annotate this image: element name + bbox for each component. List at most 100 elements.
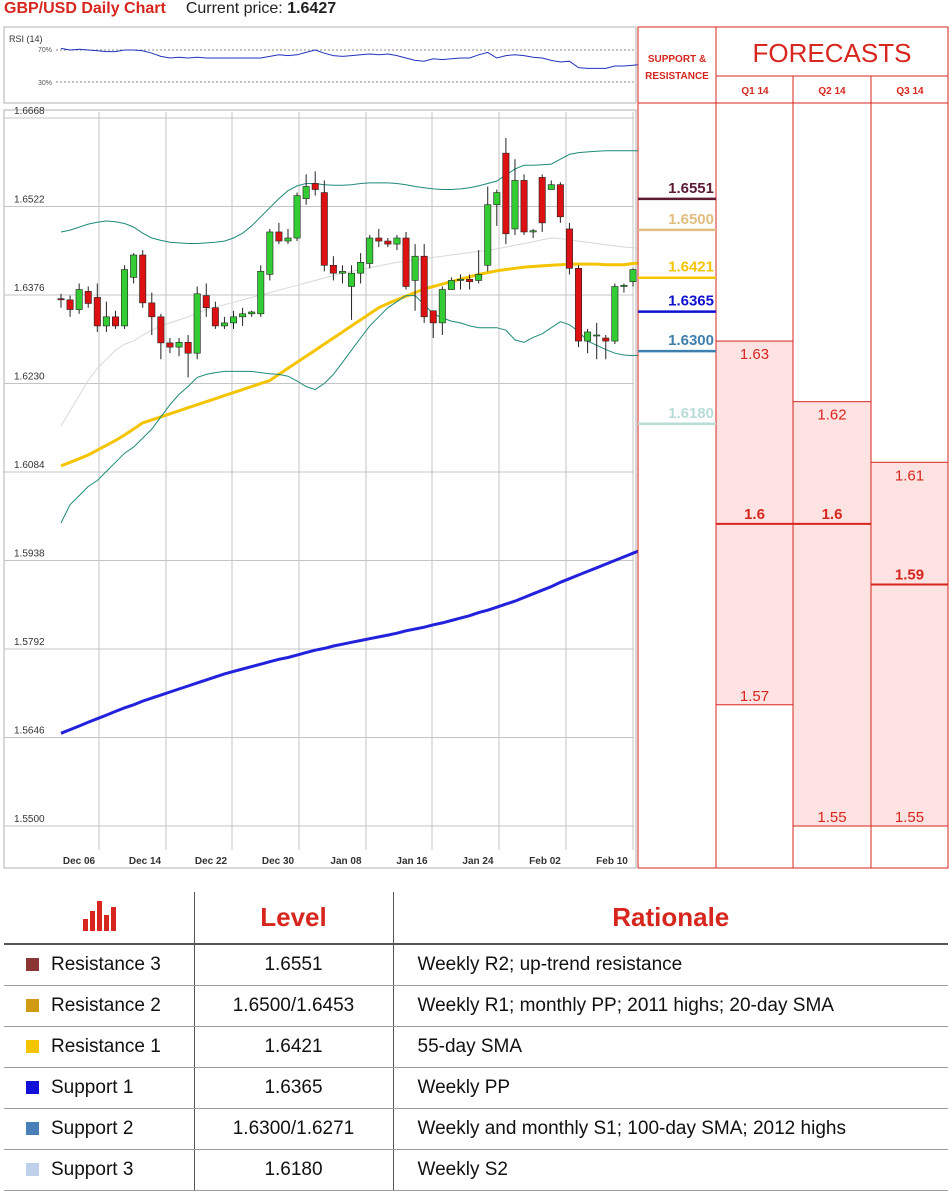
candle-body [520,180,528,233]
candle-body [75,289,83,310]
current-price: Current price: 1.6427 [186,0,336,18]
candle-body [311,183,319,190]
level-swatch-icon [26,1121,39,1135]
level-swatch-icon [26,1080,39,1094]
level-rationale: 55-day SMA [393,1026,948,1068]
candle-body [366,237,374,264]
candle-body [602,337,610,342]
level-name-cell: Resistance 3 [4,944,195,986]
candle-body [457,278,464,281]
forecast-mid-label: 1.6 [744,506,765,523]
chart-title: GBP/USD Daily Chart [4,0,166,17]
x-tick-label: Jan 24 [462,856,494,867]
candle-body [375,237,383,242]
chart-area: RSI (14) 70% 30% 1.6668 1.6522 1.6376 1.623… [3,26,949,869]
candle-body [547,184,555,190]
candle-body [284,237,292,242]
rsi-label: RSI (14) [9,34,43,44]
candle-body [175,341,183,348]
chart-title-bar: GBP/USD Daily Chart Current price: 1.642… [4,0,336,24]
level-value: 1.6300/1.6271 [194,1108,394,1150]
level-name-cell: Resistance 1 [4,1026,195,1068]
level-swatch-icon [26,1162,39,1176]
candle-body [420,255,428,318]
candle-body [102,316,110,327]
candle-body [393,237,401,245]
level-name-cell: Resistance 2 [4,985,195,1027]
levels-table-row: Resistance 1 1.6421 55-day SMA [4,1026,948,1068]
series-line-55-day-sma [60,261,643,468]
y-tick-label: 1.5792 [14,637,45,648]
y-tick-label: 1.5938 [14,549,45,560]
candle-body [157,316,165,344]
level-rationale: Weekly PP [393,1067,948,1109]
level-rationale: Weekly and monthly S1; 100-day SMA; 2012… [393,1108,948,1150]
candle-body [139,254,147,304]
candle-body [502,152,510,235]
levels-table-header: Level Rationale [4,892,948,945]
candle-body [575,268,583,342]
candle-body [302,186,310,199]
candle-body [348,272,356,287]
levels-table-row: Support 2 1.6300/1.6271 Weekly and monthly… [4,1108,948,1150]
forecast-low-label: 1.57 [740,688,769,705]
column-rationale: Rationale [393,892,948,945]
rsi-panel [3,26,637,104]
y-tick-label: 1.6084 [14,460,45,471]
forecast-range-2 [792,401,872,827]
candle-body [266,231,274,275]
level-name-cell: Support 2 [4,1108,195,1150]
level-value: 1.6500/1.6453 [194,985,394,1027]
candle-body [466,278,474,282]
levels-table-row: Support 3 1.6180 Weekly S2 [4,1149,948,1191]
candle-body [220,322,228,327]
bar-chart-logo-icon [82,901,116,931]
series-line-200-day-sma [60,548,643,735]
q2-label: Q2 14 [818,86,846,97]
candle-body [556,184,564,218]
candle-body [593,334,601,337]
x-tick-label: Jan 08 [330,856,362,867]
level-name: Resistance 1 [51,1035,161,1057]
sr-level-label: 1.6300 [668,332,714,349]
candle-body [130,254,138,278]
candle-body [584,331,592,342]
rsi-70-label: 70% [38,47,52,54]
candle-body [402,237,410,287]
levels-table-row: Resistance 2 1.6500/1.6453 Weekly R1; mont… [4,985,948,1027]
x-tick-label: Dec 14 [129,856,162,867]
q3-label: Q3 14 [896,86,924,97]
candle-body [511,180,519,230]
candle-body [193,293,201,354]
sr-level-label: 1.6365 [668,293,714,310]
candle-body [239,313,247,318]
forecast-high-label: 1.62 [817,407,846,424]
x-tick-label: Dec 22 [195,856,228,867]
candle-body [230,316,237,324]
level-value: 1.6365 [194,1067,394,1109]
level-rationale: Weekly S2 [393,1149,948,1191]
candle-body [166,342,174,348]
y-tick-label: 1.5646 [14,726,45,737]
current-price-label: Current price: [185,0,283,17]
forecast-mid-label: 1.59 [895,567,924,584]
q1-label: Q1 14 [741,86,769,97]
candle-body [111,316,119,327]
level-rationale: Weekly R1; monthly PP; 2011 highs; 20-da… [393,985,948,1027]
candle-body [338,271,346,274]
x-tick-label: Feb 02 [529,856,561,867]
forecast-low-label: 1.55 [895,809,924,826]
sr-heading-line1: SUPPORT & [648,54,706,65]
sr-level-label: 1.6180 [668,405,714,422]
candle-body [121,269,129,327]
level-name-cell: Support 3 [4,1149,195,1191]
x-tick-label: Jan 16 [396,856,428,867]
sr-heading-line2: RESISTANCE [645,71,709,82]
candle-body [248,311,256,315]
logo-cell [4,892,195,945]
candle-body [148,302,156,318]
candle-body [184,341,192,354]
support-resistance-levels: 1.6551 1.6500 1.6421 1.6365 1.6300 1.6180 [638,180,716,426]
candle-body [429,310,437,324]
levels-table-row: Resistance 3 1.6551 Weekly R2; up-trend re… [4,944,948,986]
